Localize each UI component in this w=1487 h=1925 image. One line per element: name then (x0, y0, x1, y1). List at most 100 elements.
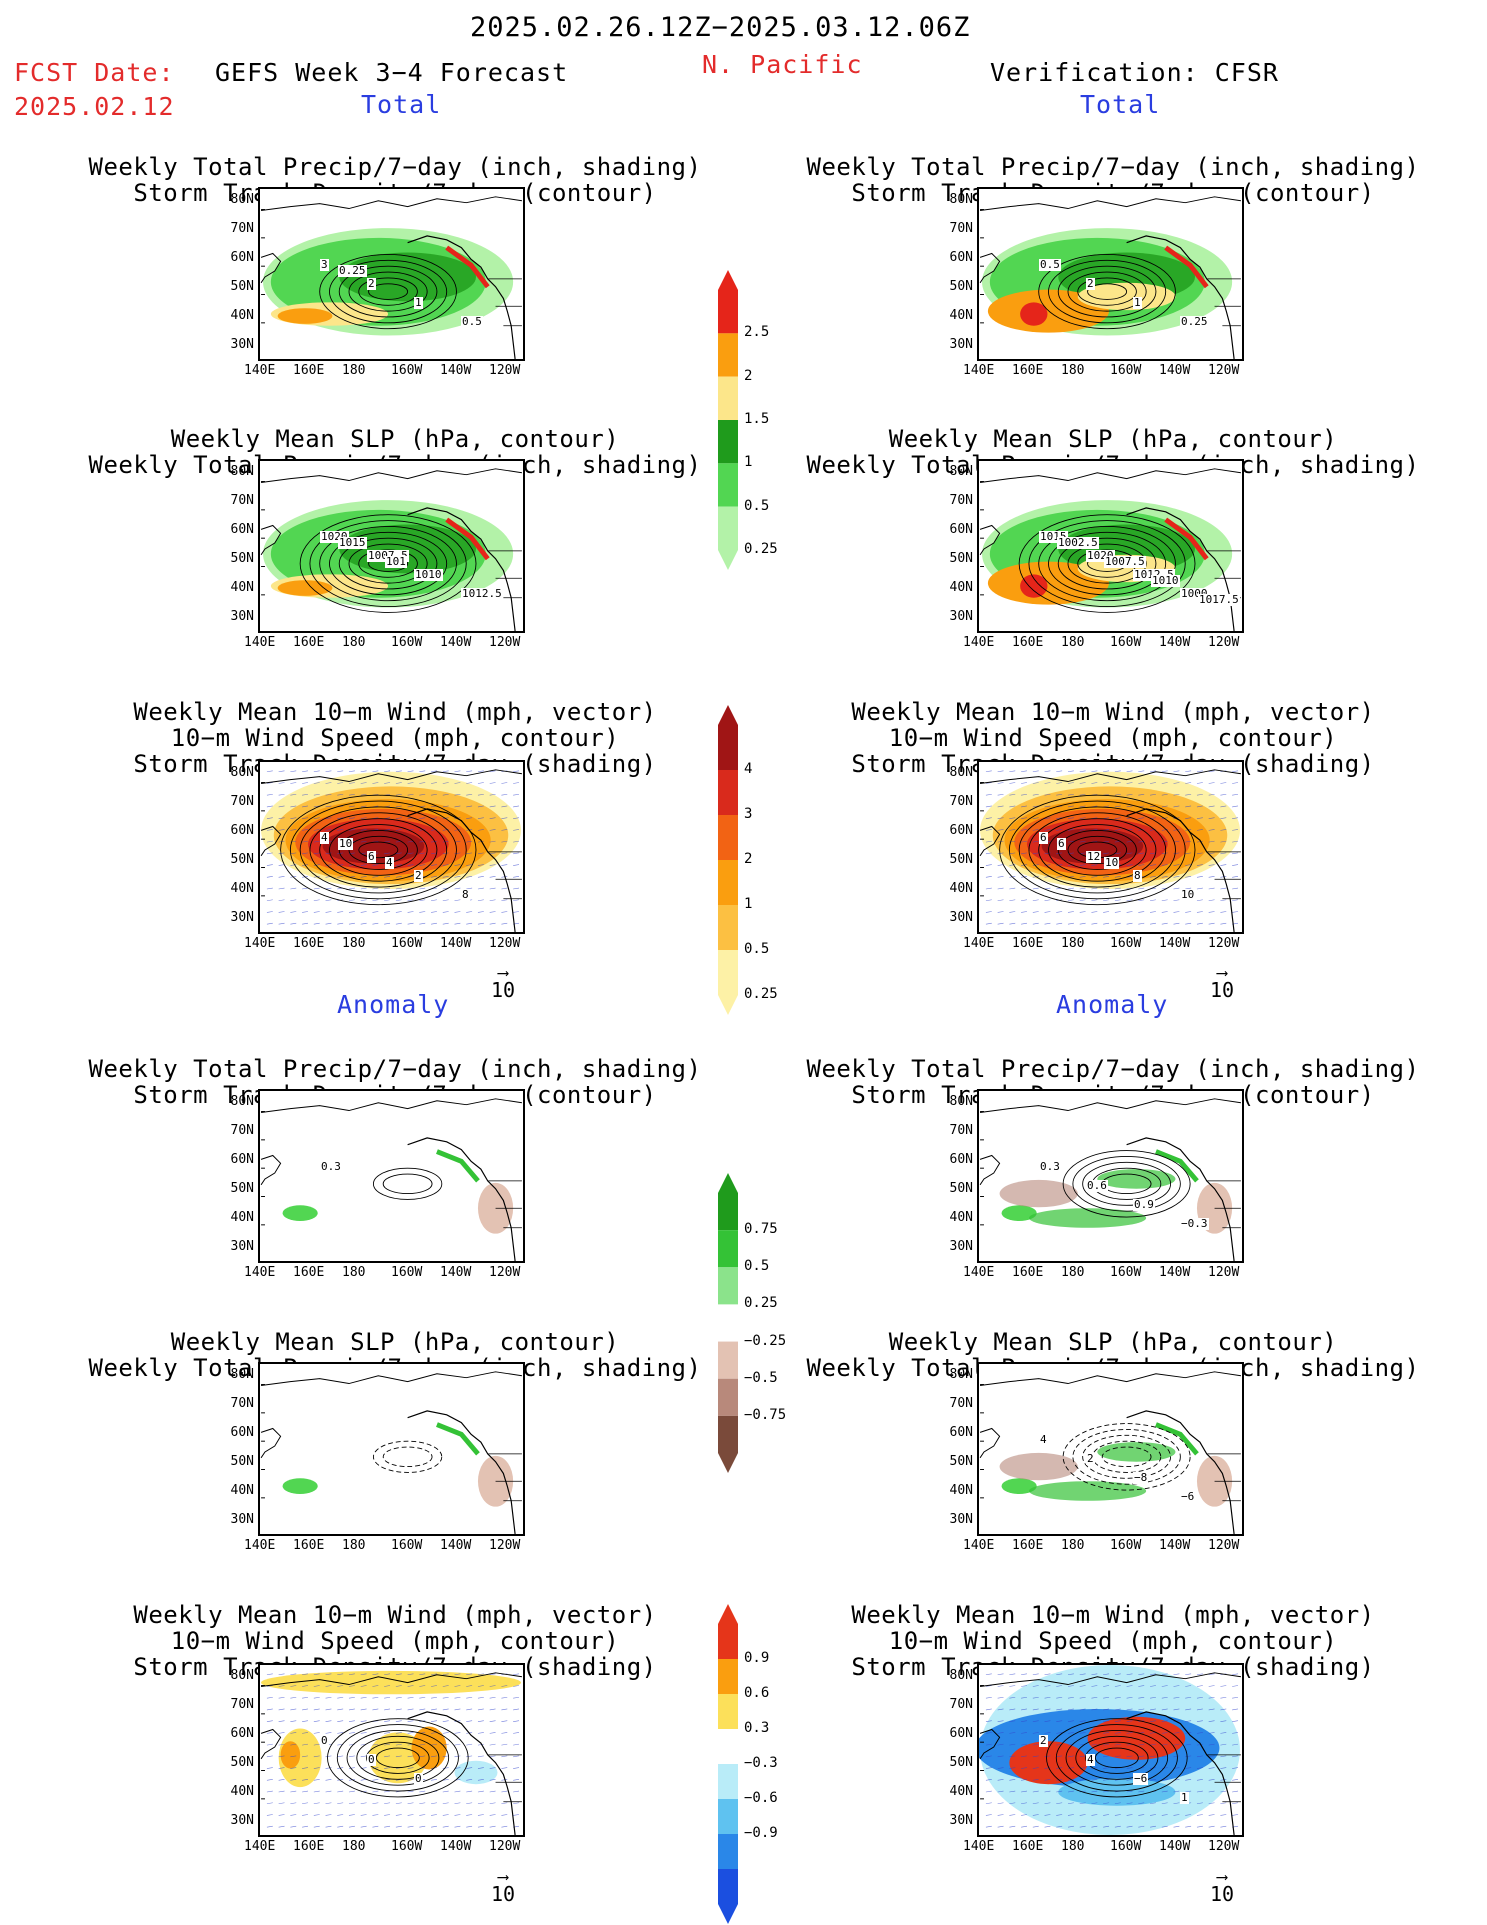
wind-vector (360, 793, 367, 796)
wind-vector (1161, 1802, 1168, 1805)
wind-vector (313, 1720, 320, 1722)
wind-vector (372, 1696, 379, 1699)
lat-tick-label: 50N (230, 1755, 254, 1770)
wind-vector (337, 1802, 344, 1805)
wind-vector (1126, 770, 1133, 773)
storm-anomaly-shading (411, 1726, 447, 1770)
lat-tick-label: 60N (230, 823, 254, 838)
wind-vector (419, 1708, 426, 1711)
precip-anomaly-shading (436, 1422, 480, 1456)
wind-vector (489, 1802, 496, 1805)
wind-vector (1079, 864, 1086, 866)
contour-label: 8 (461, 888, 470, 901)
wind-vector (477, 911, 484, 913)
wind-vector (442, 1767, 449, 1769)
wind-vector (1220, 1767, 1227, 1769)
wind-vector (997, 864, 1004, 866)
title-line: Weekly Mean 10−m Wind (mph, vector) (133, 698, 657, 726)
wind-vector (1232, 805, 1239, 808)
contour-line (1082, 1434, 1172, 1479)
contour-line (1038, 818, 1157, 882)
wind-vector (1103, 1767, 1110, 1769)
period-title: 2025.02.26.12Z−2025.03.12.06Z (470, 12, 971, 43)
wind-vector (985, 1779, 992, 1781)
lat-tick-label: 50N (949, 1181, 973, 1196)
wind-vector (1044, 817, 1051, 819)
colorbar-precip-total: 2.5 2 1.5 1 0.5 0.25 (718, 270, 778, 570)
wind-vector (313, 793, 320, 796)
wind-vector (431, 782, 437, 784)
wind-vector (325, 1802, 332, 1805)
wind-vector (1009, 817, 1016, 819)
wind-vector (1044, 1802, 1051, 1805)
wind-vector (454, 899, 461, 902)
wind-vector (360, 782, 367, 784)
wind-vector (1126, 852, 1133, 855)
wind-vector (1079, 840, 1086, 843)
wind-vector (1208, 770, 1215, 773)
wind-vector (1044, 1790, 1051, 1793)
wind-vector (513, 1696, 520, 1699)
wind-vector (477, 817, 484, 819)
wind-vector (442, 876, 449, 878)
wind-vector (1009, 1825, 1016, 1828)
arrow-icon: ⟶ (498, 1867, 508, 1886)
lon-tick-label: 140W (440, 936, 472, 951)
wind-vector (407, 887, 414, 890)
wind-vector (384, 1814, 391, 1816)
wind-vector (1067, 770, 1074, 773)
wind-vector (489, 805, 496, 808)
wind-vector (1044, 899, 1051, 902)
wind-vector (278, 793, 285, 796)
lat-tick-label: 50N (230, 551, 254, 566)
wind-vector (395, 911, 402, 913)
wind-vector (985, 1814, 992, 1816)
wind-vector (278, 1685, 285, 1687)
wind-vector (1056, 793, 1063, 796)
colorbar-label: 1 (744, 896, 753, 912)
precip-anomaly-shading (282, 1478, 318, 1494)
wind-vector (1161, 770, 1168, 773)
wind-vector (1009, 852, 1016, 855)
lon-tick-label: 140E (244, 1265, 276, 1280)
wind-vector (266, 1743, 273, 1746)
lat-tick-label: 30N (230, 1813, 254, 1828)
wind-vector (1009, 1755, 1016, 1758)
wind-vector (1032, 1685, 1039, 1687)
wind-vector (1091, 1720, 1098, 1722)
map-canvas (260, 468, 523, 631)
wind-vector (384, 840, 391, 843)
wind-vector (466, 1802, 473, 1805)
colorbar-swatch (718, 1267, 738, 1305)
wind-vector (395, 1732, 402, 1734)
wind-vector (407, 1767, 414, 1769)
wind-vector (489, 1743, 496, 1746)
colorbar-swatch (718, 376, 738, 420)
wind-vector (419, 1825, 426, 1828)
wind-vector (1138, 793, 1145, 796)
wind-vector (1103, 899, 1110, 902)
lon-tick-label: 160E (1012, 635, 1044, 650)
wind-vector (419, 911, 426, 913)
wind-vector (997, 782, 1004, 784)
lat-tick-label: 80N (230, 192, 254, 207)
lon-tick-label: 120W (489, 1265, 521, 1280)
wind-vector (466, 1743, 473, 1746)
wind-vector (1009, 1732, 1016, 1734)
contour-line (329, 824, 428, 876)
wind-vector (278, 899, 285, 902)
lat-tick-label: 40N (230, 308, 254, 323)
coastline (1126, 808, 1235, 932)
contour-label: 0 (367, 1753, 376, 1766)
wind-vector (1220, 793, 1227, 796)
wind-vector (348, 1755, 355, 1758)
wind-vector (395, 829, 402, 831)
wind-vector (454, 922, 461, 925)
wind-vector (477, 899, 484, 902)
wind-vector (477, 1814, 484, 1816)
wind-vector (997, 1802, 1004, 1805)
wind-vector (1232, 840, 1239, 843)
wind-vector (1196, 1802, 1203, 1805)
